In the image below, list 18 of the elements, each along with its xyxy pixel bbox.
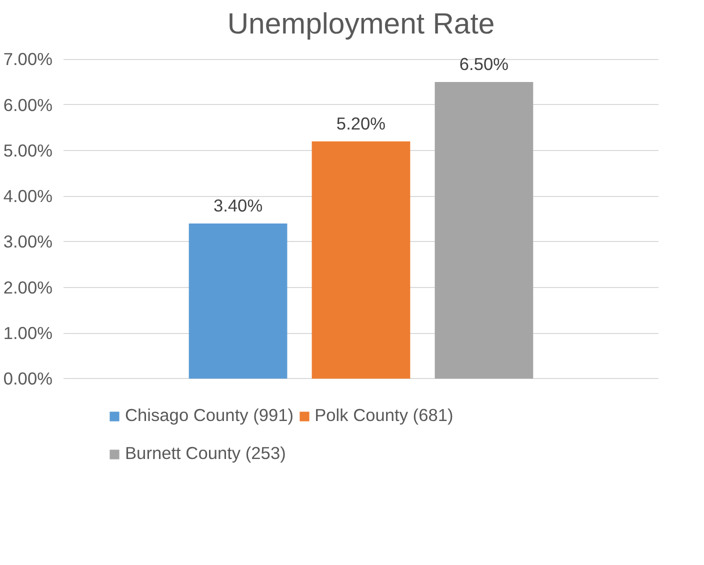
y-tick-label: 5.00% xyxy=(3,140,53,160)
legend-label: Polk County (681) xyxy=(314,405,454,426)
y-tick-label: 3.00% xyxy=(3,232,53,252)
legend-label: Chisago County (991) xyxy=(125,405,294,426)
y-tick-label: 6.00% xyxy=(3,94,53,115)
bar xyxy=(312,141,410,379)
y-tick-label: 0.00% xyxy=(3,368,53,389)
y-tick-label: 7.00% xyxy=(3,49,53,70)
legend-label: Burnett County (253) xyxy=(125,443,286,464)
y-tick-label: 2.00% xyxy=(3,277,53,298)
bar xyxy=(434,82,534,379)
y-tick-label: 4.00% xyxy=(3,186,53,206)
data-label: 3.40% xyxy=(213,195,263,216)
chart-title: Unemployment Rate xyxy=(227,8,495,40)
data-label: 5.20% xyxy=(336,113,386,134)
y-tick-label: 1.00% xyxy=(3,323,53,344)
bar xyxy=(188,223,288,379)
data-label: 6.50% xyxy=(459,54,509,74)
